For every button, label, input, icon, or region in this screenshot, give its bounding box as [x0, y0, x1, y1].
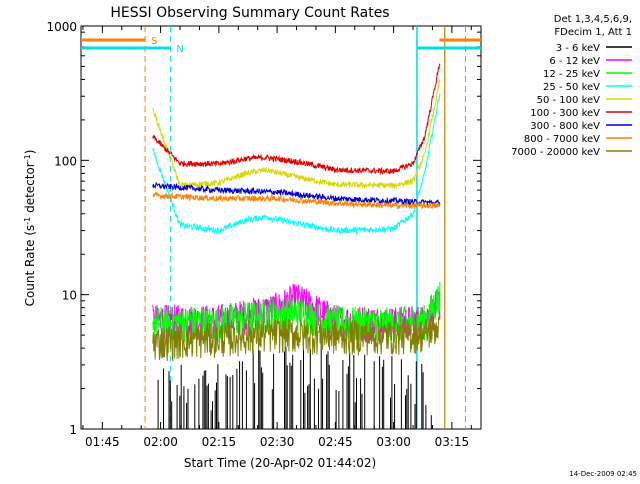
x-axis-label: Start Time (20-Apr-02 01:44:02): [184, 456, 376, 470]
x-tick-label: 01:45: [85, 435, 120, 449]
legend-header-line-1: Det 1,3,4,5,6,9,: [554, 14, 632, 25]
y-label-part: Count Rate (s: [23, 225, 37, 307]
plot-area: 01:45 02:00 02:15 02:30 02:45 03:00 03:15 1 10 10…: [46, 20, 632, 449]
legend-entry-label: 800 - 7000 keV: [524, 134, 600, 145]
plot-frame: [80, 25, 482, 430]
legend-entry-label: 12 - 25 keV: [543, 69, 600, 80]
series-line-3: [152, 93, 441, 235]
series-line-0: [157, 342, 432, 429]
y-tick-label: 1000: [46, 20, 77, 34]
y-label-sup: -1: [23, 217, 32, 225]
series-line-7: [152, 191, 441, 210]
y-label-part2: detector: [23, 162, 37, 217]
series-line-2: [152, 281, 441, 343]
series-line-4: [152, 79, 441, 190]
x-tick-label: 02:45: [318, 435, 353, 449]
legend-entry-label: 6 - 12 keV: [549, 56, 600, 67]
y-label-end: ): [23, 150, 37, 155]
legend-entry-label: 3 - 6 keV: [556, 43, 600, 54]
legend-entry-label: 25 - 50 keV: [543, 82, 600, 93]
y-tick-label: 10: [62, 289, 77, 303]
x-tick-label: 02:00: [143, 435, 178, 449]
legend-entry-label: 7000 - 20000 keV: [511, 147, 600, 158]
x-tick-label: 02:15: [202, 435, 237, 449]
chart-title: HESSI Observing Summary Count Rates: [110, 5, 389, 21]
legend-entry-label: 100 - 300 keV: [530, 108, 600, 119]
n-marker-label: N: [176, 44, 183, 55]
s-marker-label: S: [151, 36, 157, 47]
legend-header-line-2: FDecim 1, Att 1: [554, 27, 632, 38]
series-line-8: [152, 310, 441, 362]
x-tick-label: 03:00: [376, 435, 411, 449]
y-tick-label: 100: [54, 154, 77, 168]
y-label-sup2: -1: [23, 154, 32, 162]
legend-entry-label: 300 - 800 keV: [530, 121, 600, 132]
series-line-5: [152, 63, 441, 176]
x-tick-label: 02:30: [260, 435, 295, 449]
legend-entry-label: 50 - 100 keV: [537, 95, 601, 106]
footer-timestamp: 14-Dec-2009 02:45: [569, 470, 637, 478]
y-axis-label: Count Rate (s-1 detector-1): [23, 150, 37, 307]
y-tick-label: 1: [69, 423, 77, 437]
series-line-6: [152, 182, 441, 208]
x-tick-label: 03:15: [435, 435, 470, 449]
